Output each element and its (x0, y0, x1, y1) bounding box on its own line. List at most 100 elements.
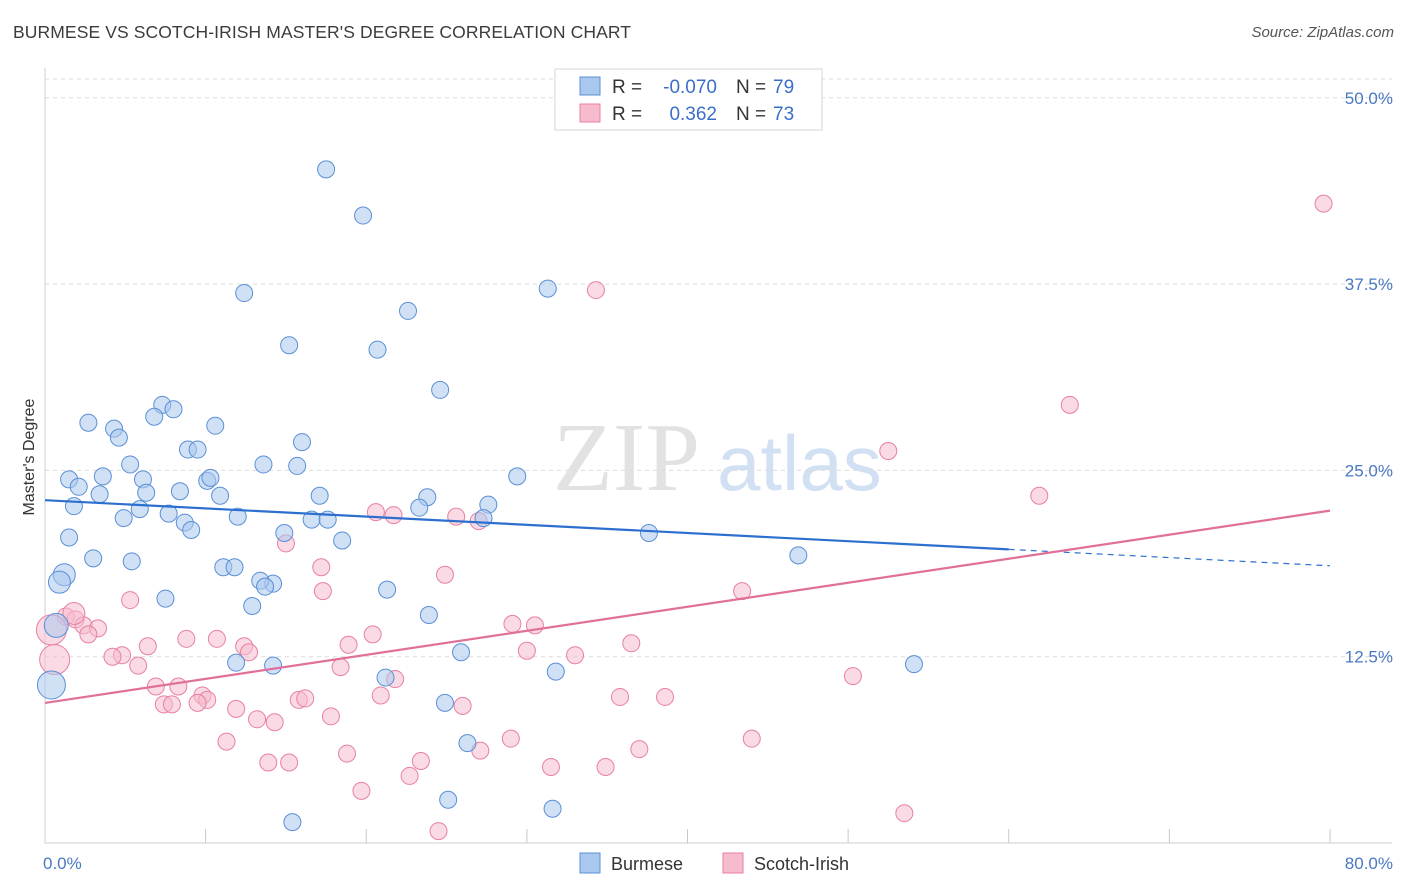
legend-swatch-burmese (579, 76, 601, 96)
scotch-irish-point (313, 582, 332, 601)
burmese-point (122, 552, 141, 571)
scotch-irish-point (352, 781, 371, 800)
burmese-point (201, 468, 220, 487)
burmese-point (64, 497, 83, 516)
scotch-irish-point (630, 740, 649, 759)
legend-n-value-burmese: 79 (773, 77, 794, 98)
burmese-point (114, 509, 133, 528)
burmese-point (93, 467, 112, 486)
burmese-point (474, 509, 493, 528)
scotch-irish-point (596, 757, 615, 776)
bottom-legend-label-burmese[interactable]: Burmese (611, 854, 683, 874)
scotch-irish-point (1060, 395, 1079, 414)
legend-r-value-burmese: -0.070 (663, 77, 717, 98)
burmese-point (333, 531, 352, 550)
burmese-point (399, 301, 418, 320)
scotch-irish-point (162, 695, 181, 714)
x-axis-ticks (205, 829, 1331, 843)
burmese-point (188, 440, 207, 459)
legend-r-label-scotch-irish: R = (612, 104, 642, 125)
scotch-irish-point (129, 656, 148, 675)
gridlines (45, 78, 1392, 658)
burmese-point (170, 482, 189, 501)
burmese-point (458, 734, 477, 753)
burmese-point (225, 558, 244, 577)
trend-lines (44, 499, 1331, 704)
burmese-trend-extension (1008, 548, 1331, 567)
scotch-irish-point (429, 822, 448, 841)
scotch-irish-point (400, 766, 419, 785)
scotch-irish-point (79, 625, 98, 644)
burmese-point (182, 521, 201, 540)
chart-title: BURMESE VS SCOTCH-IRISH MASTER'S DEGREE … (13, 22, 632, 42)
bottom-legend-swatch-scotch-irish[interactable] (722, 852, 744, 874)
y-tick-label: 25.0% (1345, 461, 1393, 480)
burmese-point (211, 486, 230, 505)
burmese-point (275, 524, 294, 542)
legend-n-label-scotch-irish: N = (736, 104, 766, 125)
burmese-point (904, 655, 923, 674)
scotch-irish-point (656, 687, 675, 706)
scotch-irish-point (337, 744, 356, 763)
y-tick-label: 12.5% (1345, 648, 1393, 667)
scotch-irish-point (227, 699, 246, 718)
burmese-trend-line (44, 499, 1009, 551)
burmese-point (159, 504, 178, 523)
burmese-point (410, 498, 429, 517)
burmese-point (137, 483, 156, 502)
scotch-irish-point (169, 677, 188, 696)
scotch-irish-point (742, 729, 761, 748)
burmese-point (280, 336, 299, 355)
burmese-point (36, 670, 66, 700)
burmese-point (228, 507, 247, 526)
scotch-irish-point (103, 647, 122, 666)
watermark-atlas: atlas (717, 419, 882, 507)
scotch-irish-point (62, 601, 86, 625)
burmese-point (368, 340, 387, 359)
scotch-irish-point (611, 687, 630, 706)
legend-r-value-scotch-irish: 0.362 (669, 104, 717, 125)
burmese-point (145, 407, 164, 426)
scotch-irish-point (259, 753, 278, 772)
burmese-point (84, 549, 103, 568)
bottom-legend-swatch-burmese[interactable] (579, 852, 601, 874)
scotch-irish-point (39, 644, 71, 676)
y-axis-title: Master's Degree (21, 398, 38, 515)
burmese-point (235, 284, 254, 303)
burmese-point (639, 524, 658, 542)
scotch-irish-point (121, 591, 140, 610)
scotch-irish-point (280, 753, 299, 772)
scotch-irish-point (503, 614, 522, 633)
scotch-irish-point (1314, 194, 1333, 213)
burmese-point (256, 577, 275, 596)
scotch-irish-point (879, 442, 898, 461)
scotch-irish-point (435, 565, 454, 584)
scotch-irish-point (411, 752, 430, 771)
scotch-irish-point (453, 696, 472, 715)
scotch-irish-point (321, 707, 340, 726)
source-label: Source: ZipAtlas.com (1251, 24, 1394, 41)
scotch-irish-point (296, 689, 315, 708)
scotch-irish-point (265, 713, 284, 732)
burmese-point (431, 380, 450, 399)
burmese-point (79, 413, 98, 432)
y-tick-label: 37.5% (1345, 275, 1393, 294)
burmese-point (543, 799, 562, 818)
bottom-legend-label-scotch-irish[interactable]: Scotch-Irish (754, 854, 849, 874)
legend-n-label-burmese: N = (736, 77, 766, 98)
scotch-irish-point (177, 629, 196, 648)
scotch-irish-point (331, 658, 350, 677)
burmese-point (439, 790, 458, 809)
scotch-irish-trend-line (44, 509, 1331, 704)
scotch-irish-point (248, 710, 267, 729)
watermark: ZIP atlas (553, 404, 882, 512)
burmese-point (156, 589, 175, 608)
scotch-irish-point (586, 281, 605, 300)
legend-swatch-scotch-irish (579, 103, 601, 123)
correlation-legend: R = -0.070 N = 79 R = 0.362 N = 73 (554, 68, 823, 131)
burmese-point (264, 656, 283, 675)
scotch-irish-point (217, 732, 236, 751)
burmese-point (288, 456, 307, 475)
burmese-points (36, 160, 923, 832)
burmese-point (90, 485, 109, 504)
